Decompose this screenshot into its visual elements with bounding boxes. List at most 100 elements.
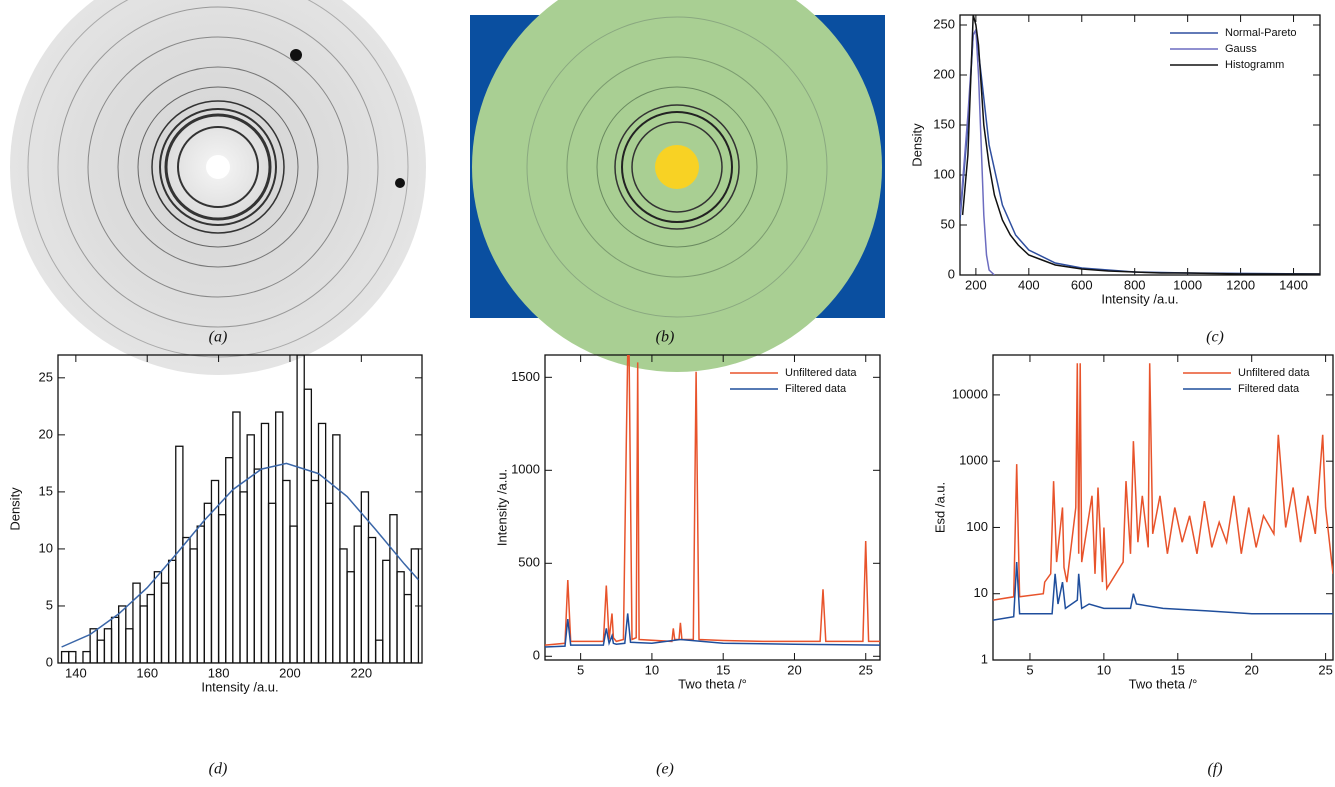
histogram-bar: [246, 434, 255, 663]
x-tick-label: 25: [1318, 662, 1332, 677]
x-tick-label: 800: [1124, 277, 1146, 292]
histogram-bar: [103, 628, 113, 663]
histogram-bar: [317, 422, 327, 663]
plot-frame: [992, 354, 1334, 661]
line-series: [545, 613, 880, 648]
y-tick-label: 1000: [959, 453, 988, 468]
x-axis-title: Intensity /a.u.: [1101, 291, 1178, 306]
histogram-bar: [239, 491, 248, 663]
y-tick-label: 0: [948, 266, 955, 281]
histogram-bar: [182, 536, 191, 663]
histogram-bar: [382, 559, 391, 663]
x-axis-title: Intensity /a.u.: [201, 679, 278, 694]
x-tick-label: 600: [1071, 277, 1093, 292]
legend-label: Gauss: [1225, 43, 1257, 55]
x-tick-label: 10: [645, 662, 659, 677]
legend-label: Histogramm: [1225, 59, 1284, 71]
histogram-bar: [303, 388, 313, 663]
y-tick-label: 15: [39, 483, 53, 498]
y-tick-label: 1500: [511, 369, 540, 384]
histogram-bar: [310, 479, 320, 663]
histogram-bar: [82, 650, 91, 663]
histogram-bar: [139, 605, 148, 663]
x-tick-label: 15: [716, 662, 730, 677]
histogram-bar: [175, 445, 184, 663]
x-tick-label: 5: [1026, 662, 1033, 677]
histogram-bar: [289, 525, 298, 663]
histogram-bar: [332, 434, 341, 663]
y-tick-label: 10000: [952, 386, 988, 401]
x-tick-label: 400: [1018, 277, 1040, 292]
y-axis-title: Esd /a.u.: [932, 482, 947, 533]
y-tick-label: 25: [39, 369, 53, 384]
y-tick-label: 1000: [511, 462, 540, 477]
panel-label: (b): [656, 329, 675, 346]
x-tick-label: 1000: [1173, 277, 1202, 292]
x-axis-title: Two theta /°: [678, 676, 747, 691]
y-axis-title: Density: [7, 487, 22, 531]
x-tick-label: 15: [1171, 662, 1185, 677]
x-tick-label: 1400: [1279, 277, 1308, 292]
image-a: [10, 0, 426, 375]
histogram-bar: [225, 457, 234, 663]
histogram-bar: [232, 411, 241, 663]
image-b: [470, 0, 885, 372]
histogram-bar: [324, 502, 334, 663]
legend-label: Unfiltered data: [785, 367, 857, 379]
histogram-bar: [403, 593, 412, 663]
panel-label: (d): [209, 761, 228, 778]
plot-area: [60, 355, 420, 663]
x-tick-label: 160: [136, 665, 158, 680]
y-tick-label: 0: [533, 648, 540, 663]
y-tick-label: 10: [39, 540, 53, 555]
histogram-bar: [60, 650, 70, 663]
y-tick-label: 100: [933, 166, 955, 181]
y-tick-label: 500: [518, 555, 540, 570]
histogram-bar: [260, 422, 270, 663]
x-tick-label: 140: [65, 665, 87, 680]
line-series: [993, 363, 1333, 601]
histogram-bar: [118, 605, 127, 663]
x-tick-label: 180: [208, 665, 230, 680]
plot-area: [960, 15, 1320, 275]
y-tick-label: 0: [46, 654, 53, 669]
line-series: [993, 562, 1333, 621]
histogram-bar: [275, 411, 284, 663]
x-axis-title: Two theta /°: [1129, 676, 1198, 691]
line-series: [961, 15, 1320, 275]
histogram-bar: [410, 548, 420, 663]
y-tick-label: 250: [933, 16, 955, 31]
histogram-bar: [353, 525, 362, 663]
panel-label: (c): [1206, 329, 1224, 346]
x-tick-label: 200: [279, 665, 301, 680]
legend-label: Normal-Pareto: [1225, 27, 1297, 39]
histogram-bar: [110, 616, 120, 663]
x-tick-label: 220: [350, 665, 372, 680]
histogram-bar: [125, 628, 134, 663]
x-tick-label: 25: [859, 662, 873, 677]
panel-label: (e): [656, 761, 674, 778]
histogram-bar: [96, 639, 106, 663]
x-tick-label: 10: [1097, 662, 1111, 677]
plot-frame: [959, 14, 1321, 276]
x-tick-label: 5: [577, 662, 584, 677]
histogram-bar: [339, 548, 348, 663]
y-tick-label: 5: [46, 597, 53, 612]
histogram-bar: [253, 468, 263, 663]
histogram-bar: [217, 514, 227, 663]
histogram-bar: [196, 525, 205, 663]
x-tick-label: 20: [787, 662, 801, 677]
y-tick-label: 100: [966, 519, 988, 534]
y-axis-title: Intensity /a.u.: [494, 469, 509, 546]
fit-curve: [61, 462, 419, 648]
histogram-bar: [203, 502, 213, 663]
histogram-bar: [367, 536, 377, 663]
legend-label: Unfiltered data: [1238, 367, 1310, 379]
y-tick-label: 1: [981, 651, 988, 666]
legend-label: Filtered data: [785, 383, 847, 395]
line-series: [960, 27, 995, 275]
histogram-bar: [153, 571, 163, 663]
panel-label: (a): [209, 329, 228, 346]
x-tick-label: 1200: [1226, 277, 1255, 292]
